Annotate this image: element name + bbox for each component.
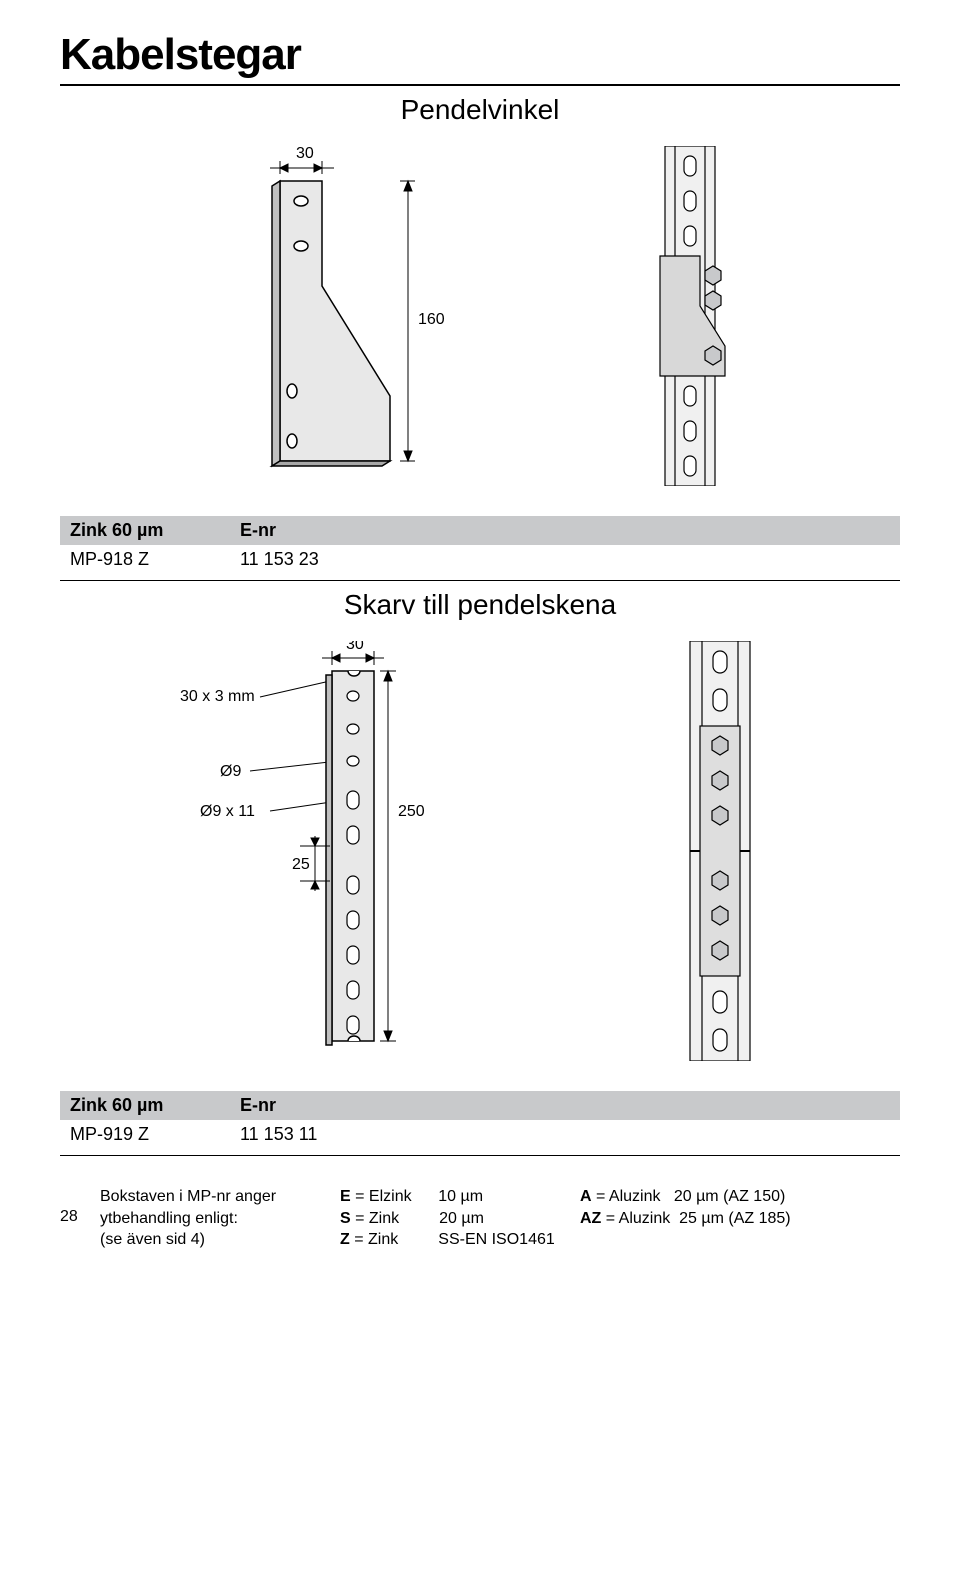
f-a: A [580, 1188, 592, 1205]
th-enr2: E-nr [240, 1095, 390, 1116]
page-number: 28 [60, 1186, 100, 1228]
dim-250: 250 [398, 803, 425, 820]
footer-l2: ytbehandling enligt: [100, 1208, 340, 1230]
dim-30x3: 30 x 3 mm [180, 688, 255, 705]
f-az-val: 25 µm (AZ 185) [679, 1210, 790, 1227]
footer-l1: Bokstaven i MP-nr anger [100, 1186, 340, 1208]
pendelvinkel-drawing: 30 160 [210, 146, 470, 486]
dim-top: 30 [296, 146, 314, 162]
f-s-val: 20 µm [439, 1210, 484, 1227]
f-e-lbl: = Elzink [351, 1188, 412, 1205]
divider [60, 1155, 900, 1156]
footer-l3: (se även sid 4) [100, 1229, 340, 1251]
td-model2: MP-919 Z [70, 1124, 240, 1145]
td-model: MP-918 Z [70, 549, 240, 570]
skarv-drawing: 30 30 x 3 mm Ø9 Ø9 x 11 250 [180, 641, 460, 1061]
f-e-val: 10 µm [438, 1188, 483, 1205]
section2-figures: 30 30 x 3 mm Ø9 Ø9 x 11 250 [60, 641, 900, 1061]
section2-title: Skarv till pendelskena [60, 589, 900, 621]
divider [60, 580, 900, 581]
divider [60, 84, 900, 86]
section1-figures: 30 160 [60, 146, 900, 486]
f-a-val: 20 µm (AZ 150) [674, 1188, 785, 1205]
dim-25: 25 [292, 856, 310, 873]
f-z-val: SS-EN ISO1461 [438, 1231, 555, 1248]
f-az-lbl: = Aluzink [601, 1210, 670, 1227]
th-enr: E-nr [240, 520, 390, 541]
td-enr: 11 153 23 [240, 549, 390, 570]
skarv-mounted [660, 641, 780, 1061]
dim-side: 160 [418, 311, 445, 328]
pendelvinkel-mounted [630, 146, 750, 486]
f-s-lbl: = Zink [351, 1210, 399, 1227]
f-a-lbl: = Aluzink [592, 1188, 661, 1205]
f-z: Z [340, 1231, 350, 1248]
dim-top2: 30 [346, 641, 364, 653]
f-az: AZ [580, 1210, 601, 1227]
page-title: Kabelstegar [60, 30, 900, 80]
dim-o9x11: Ø9 x 11 [200, 803, 255, 820]
f-s: S [340, 1210, 351, 1227]
th-zink2: Zink 60 µm [70, 1095, 240, 1116]
section1-title: Pendelvinkel [60, 94, 900, 126]
th-zink: Zink 60 µm [70, 520, 240, 541]
f-e: E [340, 1188, 351, 1205]
f-z-lbl: = Zink [350, 1231, 398, 1248]
dim-o9: Ø9 [220, 763, 241, 780]
footer: 28 Bokstaven i MP-nr anger ytbehandling … [60, 1186, 900, 1251]
section2-table: Zink 60 µm E-nr MP-919 Z 11 153 11 [60, 1091, 900, 1149]
td-enr2: 11 153 11 [240, 1124, 390, 1145]
section1-table: Zink 60 µm E-nr MP-918 Z 11 153 23 [60, 516, 900, 574]
